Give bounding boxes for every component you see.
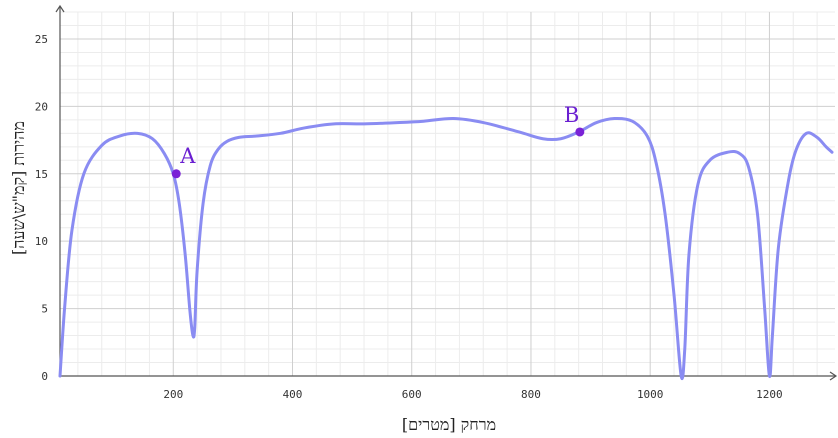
y-tick-label: 10 <box>35 235 48 248</box>
marked-points: AB <box>171 103 585 179</box>
x-tick-label: 600 <box>402 388 422 401</box>
y-tick-label: 15 <box>35 168 48 181</box>
series-layer <box>58 116 834 380</box>
point-a-label: A <box>179 144 196 168</box>
x-tick-label: 800 <box>521 388 541 401</box>
x-axis-arrow <box>829 371 838 381</box>
x-tick-labels: 200 400 600 800 1000 1200 <box>163 388 782 401</box>
x-tick-label: 1200 <box>756 388 783 401</box>
axes <box>55 4 838 381</box>
y-tick-label: 0 <box>41 370 48 383</box>
x-tick-label: 1000 <box>637 388 664 401</box>
y-axis-arrow <box>55 4 65 13</box>
y-tick-label: 20 <box>35 100 48 113</box>
point-b-label: B <box>564 103 579 127</box>
major-gridlines <box>60 12 835 376</box>
speed-series-line <box>58 116 834 380</box>
y-axis-title: מהירות [קמ"ש\שעה] <box>9 121 28 255</box>
point-a-marker <box>171 169 181 179</box>
x-tick-label: 200 <box>163 388 183 401</box>
y-tick-label: 25 <box>35 33 48 46</box>
minor-gridlines <box>60 11 835 376</box>
y-tick-labels: 0 5 10 15 20 25 <box>35 33 48 383</box>
x-tick-label: 400 <box>283 388 303 401</box>
point-b-marker <box>575 127 585 137</box>
y-tick-label: 5 <box>41 303 48 316</box>
x-axis-title: מרחק [מטרים] <box>402 415 496 434</box>
